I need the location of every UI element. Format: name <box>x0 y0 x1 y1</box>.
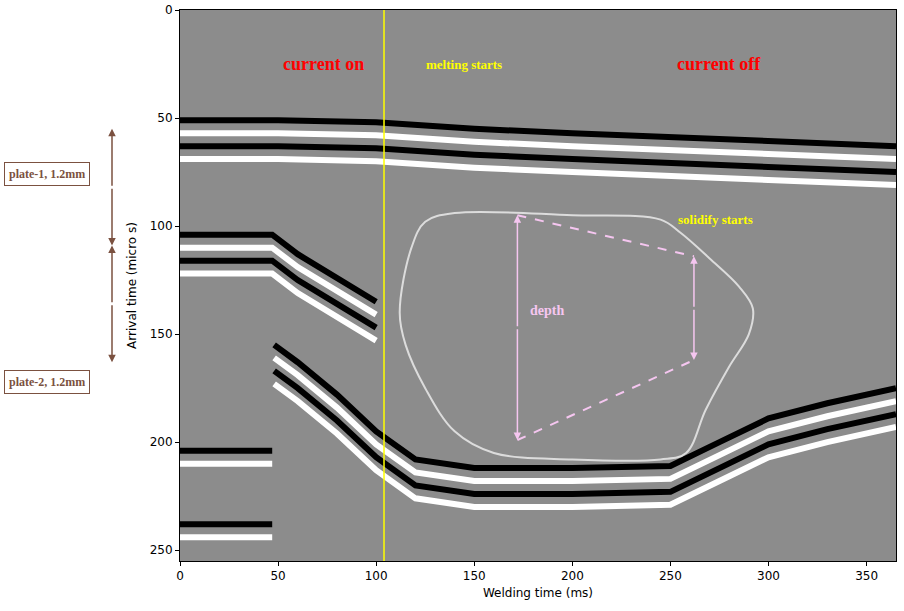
svg-text:Arrival time (micro s): Arrival time (micro s) <box>125 222 139 349</box>
svg-text:current on: current on <box>283 54 364 74</box>
svg-text:150: 150 <box>150 327 173 341</box>
svg-text:0: 0 <box>176 569 184 583</box>
svg-text:250: 250 <box>659 569 682 583</box>
svg-text:100: 100 <box>150 219 173 233</box>
svg-text:200: 200 <box>561 569 584 583</box>
svg-text:300: 300 <box>757 569 780 583</box>
svg-text:350: 350 <box>855 569 878 583</box>
svg-text:250: 250 <box>150 543 173 557</box>
svg-text:Welding time (ms): Welding time (ms) <box>483 586 593 600</box>
svg-text:50: 50 <box>270 569 285 583</box>
svg-text:200: 200 <box>150 435 173 449</box>
svg-text:100: 100 <box>365 569 388 583</box>
svg-text:current off: current off <box>677 54 761 74</box>
svg-text:plate-2, 1.2mm: plate-2, 1.2mm <box>9 375 85 389</box>
svg-text:plate-1, 1.2mm: plate-1, 1.2mm <box>9 167 85 181</box>
svg-text:0: 0 <box>165 3 173 17</box>
svg-text:depth: depth <box>530 303 564 318</box>
svg-text:150: 150 <box>463 569 486 583</box>
svg-text:melting starts: melting starts <box>426 57 502 72</box>
svg-text:50: 50 <box>157 111 172 125</box>
svg-text:solidify starts: solidify starts <box>678 212 753 227</box>
